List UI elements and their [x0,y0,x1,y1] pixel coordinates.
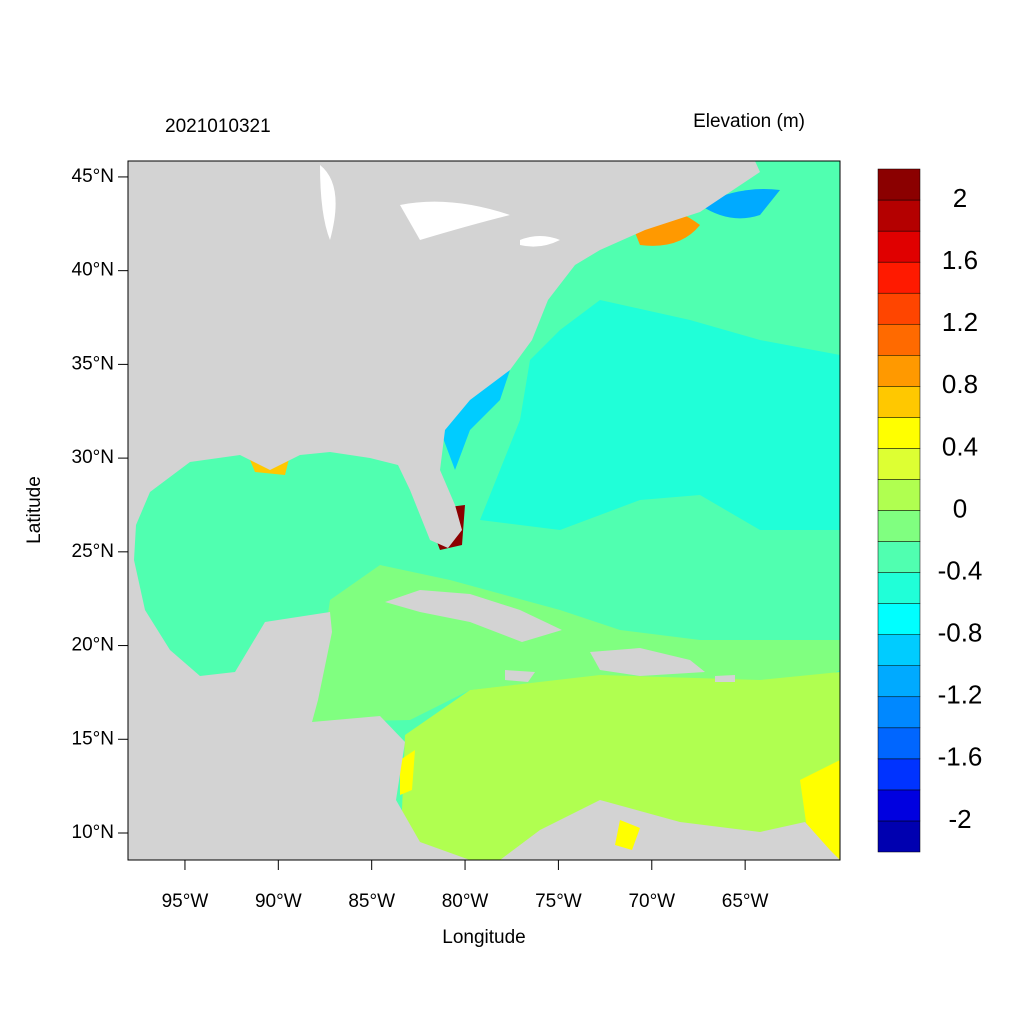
ocean-field [400,672,840,860]
colorbar-swatch [877,168,921,201]
colorbar-swatch [877,510,921,542]
colorbar-swatch [877,417,921,449]
colorbar-label: 1.6 [942,245,978,275]
colorbar-swatch [877,448,921,480]
colorbar-swatch [877,665,921,698]
colorbar-label: 1.2 [942,307,978,337]
plot-frame [127,160,841,861]
colorbar-label: -1.2 [938,680,983,710]
x-tick-label: 85°W [348,891,395,912]
colorbar-swatch [877,261,921,294]
colorbar-swatch [877,292,921,325]
colorbar-label: 0.4 [942,431,978,461]
colorbar-swatch [877,572,921,604]
y-tick-label: 45°N [72,166,114,187]
x-axis-label: Longitude [442,927,525,948]
colorbar-label: 0 [953,493,967,523]
colorbar-label: 0.8 [942,369,978,399]
y-axis-label: Latitude [24,476,45,544]
y-tick-label: 25°N [72,541,114,562]
land [385,590,562,642]
colorbar-label: -0.4 [938,555,983,585]
colorbar-swatch [877,323,921,356]
map-title: 2021010321 [165,116,271,137]
x-tick-label: 70°W [628,891,675,912]
map-area [128,161,840,860]
y-tick-label: 10°N [72,822,114,843]
x-tick-label: 65°W [722,891,769,912]
colorbar-label: 2 [953,183,967,213]
colorbar-swatch [877,634,921,666]
colorbar-swatch [877,541,921,573]
x-tick-label: 90°W [255,891,302,912]
land [128,161,760,860]
colorbar-swatch [877,820,921,853]
y-tick-label: 35°N [72,353,114,374]
ocean-field [480,161,840,530]
colorbar-swatch [877,386,921,418]
land [500,800,840,860]
colorbar-title: Elevation (m) [693,111,805,132]
colorbar-label: -0.8 [938,618,983,648]
ocean-field [400,750,415,795]
ocean-field [440,370,510,470]
colorbar-swatch [877,230,921,263]
colorbar-swatch [877,479,921,511]
ocean-field [615,820,640,850]
colorbar-swatch [877,789,921,822]
colorbar-label: -1.6 [938,742,983,772]
colorbar-swatch [877,199,921,232]
ocean-field [700,189,780,219]
x-tick-label: 80°W [442,891,489,912]
colorbar-swatch [877,758,921,791]
colorbar-swatch [877,603,921,635]
land [715,675,735,682]
colorbar-swatch [877,355,921,387]
colorbar-swatch [877,727,921,760]
y-tick-label: 15°N [72,728,114,749]
x-tick-label: 95°W [162,891,209,912]
colorbar-swatch [877,696,921,729]
lakes [320,165,560,247]
y-tick-label: 40°N [72,260,114,281]
y-tick-label: 30°N [72,447,114,468]
x-tick-label: 75°W [535,891,582,912]
y-tick-label: 20°N [72,635,114,656]
land [505,670,535,682]
land [590,648,705,676]
colorbar-label: -2 [948,804,971,834]
